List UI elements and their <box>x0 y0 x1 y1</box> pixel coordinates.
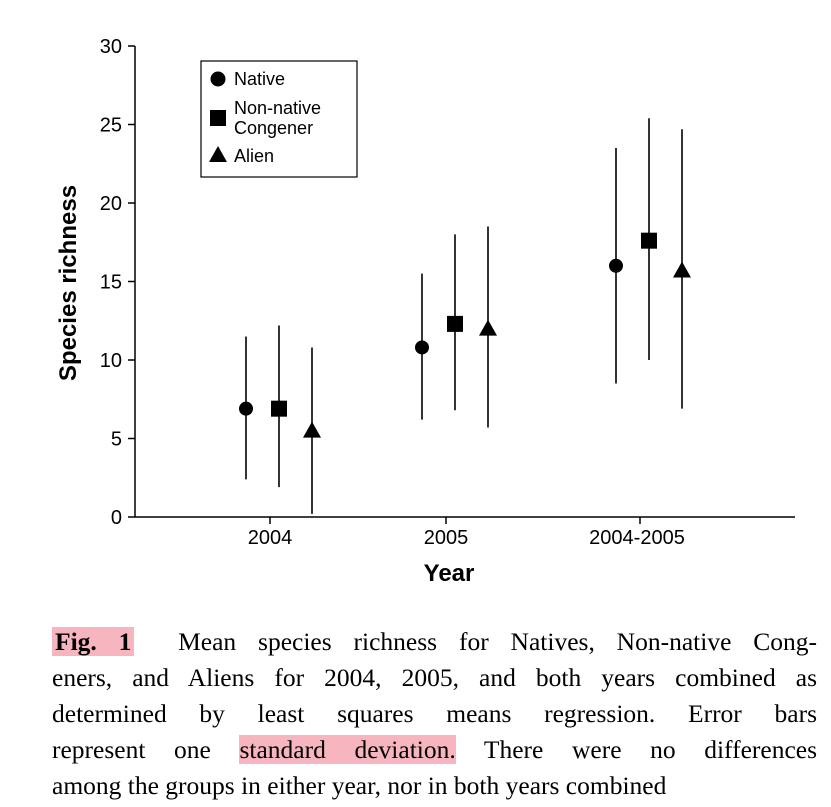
marker-alien <box>303 421 321 438</box>
chart: 0 5 10 15 20 25 30 2004 2005 2004-2005 Species r… <box>55 36 795 587</box>
y-tick-label: 0 <box>111 507 122 529</box>
y-tick-label: 20 <box>100 193 122 215</box>
caption-line-4-post: There were no differences <box>483 735 818 764</box>
y-axis-title: Species richness <box>55 185 82 381</box>
caption-line-5: among the groups in either year, nor in … <box>52 771 667 800</box>
legend-alien-marker <box>209 146 227 162</box>
marker-congener <box>641 232 657 249</box>
marker-alien <box>479 319 497 336</box>
caption-highlight: standard deviation. <box>239 735 456 764</box>
y-tick-label: 15 <box>100 272 122 294</box>
y-tick-label: 5 <box>111 429 122 451</box>
marker-native <box>239 401 253 416</box>
y-tick-label: 10 <box>100 350 122 372</box>
legend-congener-label-line1: Non-native <box>234 98 321 118</box>
legend-alien-label: Alien <box>234 146 274 166</box>
legend-congener-label-line2: Congener <box>234 118 313 138</box>
x-ticks: 2004 2005 2004-2005 <box>248 517 685 549</box>
legend-box <box>200 60 358 178</box>
marker-alien <box>673 261 691 278</box>
caption-line-2: eners, and Aliens for 2004, 2005, and bo… <box>52 663 817 692</box>
x-tick-label: 2004-2005 <box>589 527 685 549</box>
caption-line-4-pre: represent one <box>52 735 211 764</box>
y-tick-label: 30 <box>100 36 122 58</box>
marker-native <box>415 340 429 355</box>
caption-line-1: Mean species richness for Natives, Non-n… <box>178 627 817 656</box>
y-ticks: 0 5 10 15 20 25 30 <box>100 36 135 529</box>
figure-caption: Fig. 1 Mean species richness for Natives… <box>52 624 817 804</box>
figure-label: Fig. 1 <box>52 627 135 656</box>
caption-line-3: determined by least squares means regres… <box>52 699 817 728</box>
y-tick-label: 25 <box>100 115 122 137</box>
marker-congener <box>447 315 463 332</box>
legend-congener-marker <box>210 110 226 126</box>
x-tick-label: 2005 <box>424 527 469 549</box>
marker-congener <box>271 400 287 417</box>
x-axis-title: Year <box>424 560 475 587</box>
legend-native-label: Native <box>234 69 285 89</box>
markers <box>239 232 691 438</box>
marker-native <box>609 258 623 273</box>
legend: Native Non-native Congener Alien <box>200 60 358 178</box>
legend-native-marker <box>210 71 226 87</box>
x-tick-label: 2004 <box>248 527 293 549</box>
